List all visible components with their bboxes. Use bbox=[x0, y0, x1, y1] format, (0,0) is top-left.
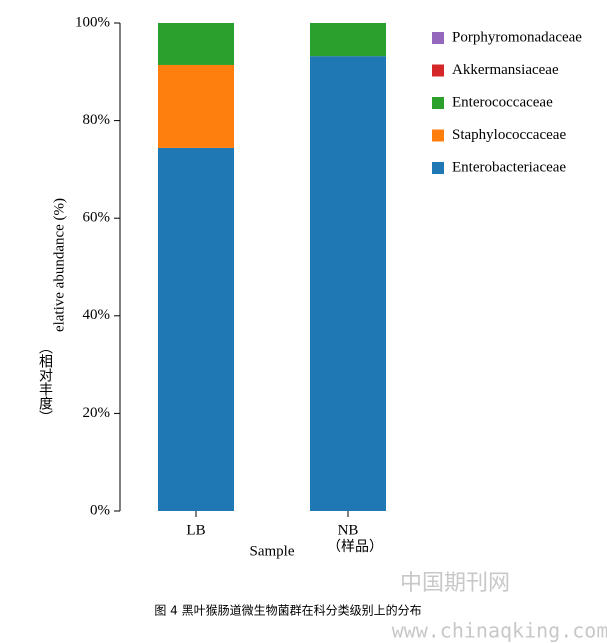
y-tick-label: 80% bbox=[83, 112, 111, 128]
legend-swatch bbox=[432, 129, 444, 142]
bar-segment bbox=[310, 23, 386, 57]
legend-swatch bbox=[432, 64, 444, 77]
legend-label: Akkermansiaceae bbox=[452, 62, 559, 78]
legend-swatch bbox=[432, 32, 444, 44]
x-axis-label-cn: （样品） bbox=[327, 539, 383, 555]
x-tick-label: LB bbox=[186, 522, 205, 538]
legend-label: Enterococcaceae bbox=[452, 94, 553, 110]
bar-segment bbox=[158, 64, 234, 148]
y-tick-label: 60% bbox=[83, 210, 111, 226]
bar-segment bbox=[310, 56, 386, 512]
legend-swatch bbox=[432, 162, 444, 174]
legend-swatch bbox=[432, 97, 444, 109]
bar-segment bbox=[158, 23, 234, 65]
bar-segment bbox=[158, 147, 234, 512]
legend-label: Porphyromonadaceae bbox=[452, 29, 582, 45]
y-tick-label: 40% bbox=[83, 307, 111, 323]
watermark-url: www.chinaqking.com bbox=[392, 619, 607, 643]
caption: 图 4 黑叶猴肠道微生物菌群在科分类级别上的分布 bbox=[154, 603, 421, 618]
legend-label: Enterobacteriaceae bbox=[452, 159, 566, 175]
legend-label: Staphylococcaceae bbox=[452, 127, 566, 143]
y-axis-label-cn: （相对丰度） bbox=[37, 340, 53, 424]
y-axis-label: elative abundance (%) bbox=[51, 198, 67, 332]
y-tick-label: 100% bbox=[75, 14, 110, 30]
y-tick-label: 20% bbox=[83, 405, 111, 421]
x-axis-label: Sample bbox=[250, 543, 295, 559]
x-tick-label: NB bbox=[338, 522, 359, 538]
y-tick-label: 0% bbox=[90, 502, 110, 518]
watermark: 中国期刊网 bbox=[400, 571, 510, 596]
